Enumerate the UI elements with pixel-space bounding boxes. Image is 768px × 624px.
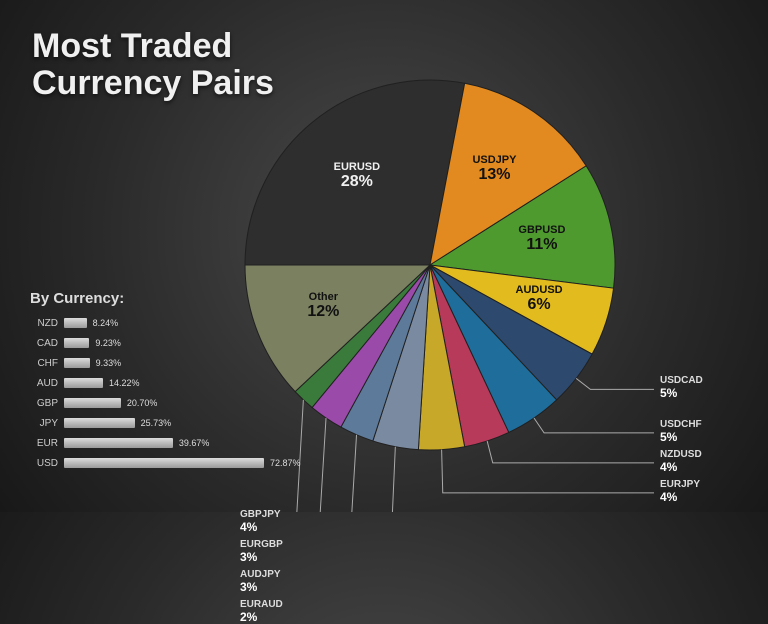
currency-bar-value: 14.22% — [109, 376, 140, 390]
currency-bar-cad: CAD 9.23% — [30, 333, 290, 353]
currency-bar-fill — [64, 358, 90, 368]
slice-label-audjpy: AUDJPY3% — [240, 569, 281, 594]
currency-bar-usd: USD72.87% — [30, 453, 290, 473]
leader-gbpjpy — [300, 447, 395, 512]
currency-bar-value: 39.67% — [179, 436, 210, 450]
currency-bar-label: NZD — [30, 318, 58, 329]
currency-bar-chf: CHF 9.33% — [30, 353, 290, 373]
currency-bar-value: 9.33% — [96, 356, 122, 370]
currency-bar-value: 72.87% — [270, 456, 301, 470]
currency-bar-fill — [64, 398, 121, 408]
by-currency-title: By Currency: — [30, 290, 290, 307]
currency-bar-label: USD — [30, 458, 58, 469]
leader-eurjpy — [442, 450, 654, 493]
leader-usdchf — [534, 418, 654, 433]
pie-slice-eurusd — [245, 80, 465, 265]
currency-bar-fill — [64, 338, 89, 348]
currency-bar-label: AUD — [30, 378, 58, 389]
slice-label-gbpjpy: GBPJPY4% — [240, 509, 281, 534]
leader-usdcad — [576, 378, 654, 389]
leader-audjpy — [300, 418, 326, 512]
currency-bar-gbp: GBP 20.70% — [30, 393, 290, 413]
leader-nzdusd — [487, 441, 654, 463]
currency-bar-label: GBP — [30, 398, 58, 409]
slice-label-eurgbp: EURGBP3% — [240, 539, 283, 564]
currency-bar-label: JPY — [30, 418, 58, 429]
currency-bar-fill — [64, 318, 87, 328]
currency-bar-value: 8.24% — [93, 316, 119, 330]
currency-bar-fill — [64, 458, 264, 468]
currency-bar-value: 9.23% — [95, 336, 121, 350]
currency-bar-fill — [64, 378, 103, 388]
currency-bar-value: 25.73% — [141, 416, 172, 430]
currency-bar-label: CHF — [30, 358, 58, 369]
currency-bar-aud: AUD 14.22% — [30, 373, 290, 393]
leader-eurgbp — [300, 435, 357, 512]
currency-bar-label: EUR — [30, 438, 58, 449]
slice-label-euraud: EURAUD2% — [240, 599, 283, 624]
currency-bar-value: 20.70% — [127, 396, 158, 410]
currency-bar-fill — [64, 438, 173, 448]
currency-bar-jpy: JPY 25.73% — [30, 413, 290, 433]
currency-bar-fill — [64, 418, 135, 428]
by-currency-panel: By Currency: NZD 8.24% CAD 9.23% CHF 9.33% AUD… — [30, 290, 290, 473]
currency-bar-eur: EUR 39.67% — [30, 433, 290, 453]
currency-bar-label: CAD — [30, 338, 58, 349]
currency-bar-nzd: NZD 8.24% — [30, 313, 290, 333]
